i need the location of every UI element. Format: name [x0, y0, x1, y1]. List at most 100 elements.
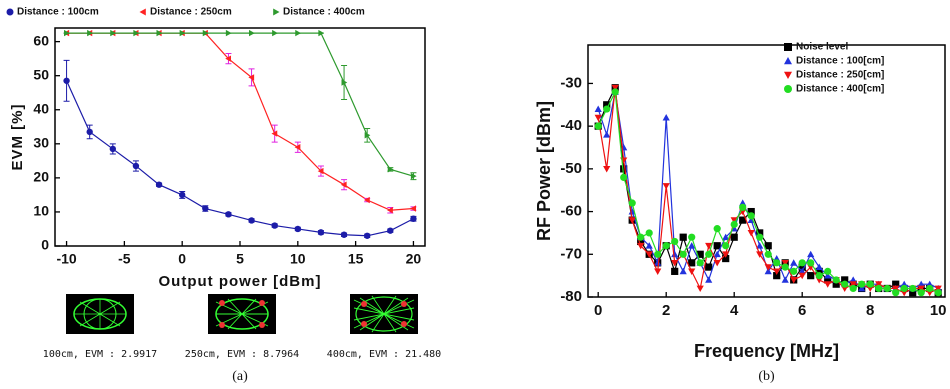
inset-image	[66, 294, 134, 334]
series-line	[598, 92, 938, 288]
y-tick-label: 20	[33, 169, 49, 185]
marker	[63, 78, 69, 84]
marker	[697, 286, 704, 292]
marker	[388, 166, 394, 172]
marker	[663, 183, 670, 189]
marker	[637, 234, 644, 241]
x-tick-label: -10	[56, 251, 76, 267]
legend-marker	[784, 43, 792, 51]
marker	[867, 281, 874, 288]
marker	[295, 30, 301, 36]
y-axis-label: RF Power [dBm]	[534, 101, 554, 241]
marker	[226, 30, 232, 36]
legend-marker	[273, 9, 279, 16]
series-line	[67, 81, 414, 236]
x-tick-label: 20	[406, 251, 422, 267]
marker	[225, 211, 231, 217]
marker	[133, 163, 139, 169]
marker	[248, 217, 254, 223]
marker	[714, 225, 721, 232]
marker	[824, 268, 831, 275]
y-tick-label: 30	[33, 135, 49, 151]
series-line	[598, 88, 938, 293]
marker	[110, 146, 116, 152]
marker	[671, 251, 678, 257]
x-tick-label: 10	[930, 302, 947, 319]
marker	[595, 105, 602, 111]
x-axis-label: Frequency [MHz]	[694, 341, 839, 361]
marker	[739, 204, 746, 211]
inset-caption: 400cm, EVM : 21.480	[327, 349, 441, 360]
marker	[816, 264, 823, 270]
y-tick-label: -50	[560, 160, 582, 177]
marker	[663, 242, 670, 249]
marker	[748, 212, 755, 219]
figure: -10-5051015200102030405060Output power […	[0, 0, 950, 389]
marker	[918, 289, 925, 296]
legend-marker	[140, 9, 146, 16]
legend-marker	[784, 72, 792, 79]
y-axis-label: EVM [%]	[9, 104, 26, 171]
marker	[807, 259, 814, 266]
legend-label: Distance : 100cm	[17, 7, 99, 18]
x-tick-label: 10	[290, 251, 306, 267]
marker	[705, 251, 712, 258]
legend-label: Noise level	[796, 42, 848, 53]
marker	[654, 251, 661, 258]
y-tick-label: 50	[33, 66, 49, 82]
legend-label: Distance : 100[cm]	[796, 56, 884, 67]
marker	[722, 242, 729, 249]
series-line	[598, 88, 938, 293]
marker	[364, 233, 370, 239]
plot-frame	[55, 28, 425, 246]
x-tick-label: 0	[178, 251, 186, 267]
marker	[731, 221, 738, 228]
legend-label: Distance : 250cm	[150, 7, 232, 18]
marker	[782, 264, 789, 271]
x-tick-label: 0	[594, 302, 602, 319]
marker	[799, 259, 806, 266]
y-tick-label: -70	[560, 245, 582, 262]
marker	[671, 238, 678, 245]
y-tick-label: -30	[560, 74, 582, 91]
marker	[249, 30, 255, 36]
legend-marker	[784, 85, 792, 93]
marker	[410, 216, 416, 222]
marker	[318, 229, 324, 235]
marker	[603, 105, 610, 112]
marker	[850, 285, 857, 292]
marker	[410, 205, 416, 211]
x-tick-label: 4	[730, 302, 739, 319]
marker	[202, 205, 208, 211]
legend-label: Distance : 250[cm]	[796, 70, 884, 81]
marker	[272, 30, 278, 36]
x-tick-label: 6	[798, 302, 806, 319]
marker	[901, 285, 908, 292]
marker	[295, 226, 301, 232]
marker	[612, 88, 619, 95]
marker	[858, 281, 865, 288]
marker	[646, 229, 653, 236]
legend-marker	[784, 57, 792, 64]
plot-frame	[588, 45, 945, 297]
marker	[884, 285, 891, 292]
x-tick-label: 5	[236, 251, 244, 267]
x-tick-label: 2	[662, 302, 670, 319]
marker	[680, 251, 687, 258]
y-tick-label: -80	[560, 288, 582, 305]
marker	[688, 234, 695, 241]
marker	[807, 251, 814, 257]
marker	[773, 259, 780, 266]
inset-caption: 100cm, EVM : 2.9917	[43, 349, 157, 360]
marker	[620, 174, 627, 181]
marker	[654, 268, 661, 274]
legend-label: Distance : 400[cm]	[796, 84, 884, 95]
marker	[799, 273, 806, 279]
marker	[705, 264, 712, 271]
marker	[824, 281, 831, 287]
legend-label: Distance : 400cm	[283, 7, 365, 18]
constellation-insets	[66, 294, 418, 334]
marker	[790, 268, 797, 275]
y-tick-label: 60	[33, 32, 49, 48]
marker	[680, 234, 687, 241]
